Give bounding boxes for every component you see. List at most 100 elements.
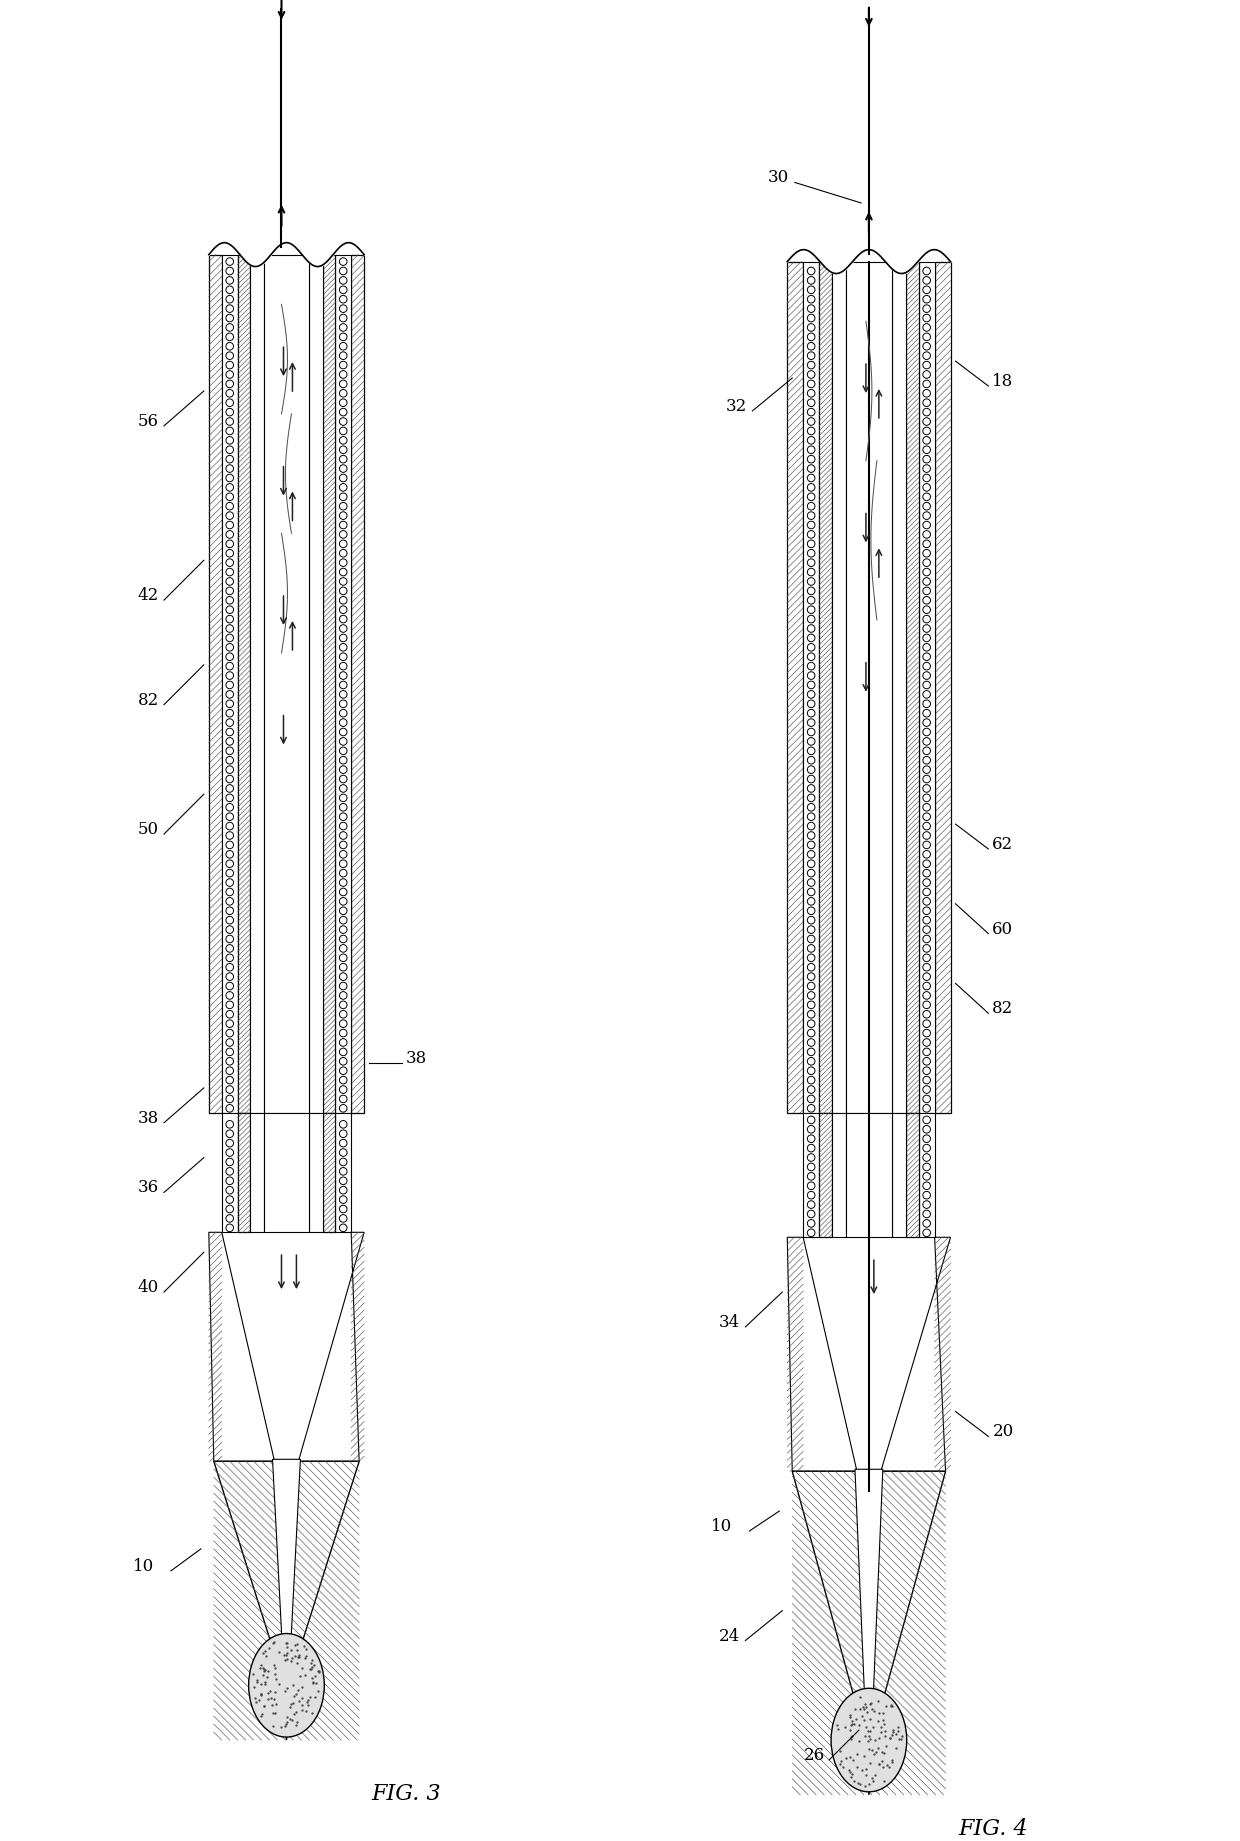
Circle shape <box>226 539 233 547</box>
Circle shape <box>923 663 930 670</box>
Circle shape <box>923 342 930 350</box>
Circle shape <box>340 963 347 970</box>
Bar <box>804 261 820 1112</box>
Circle shape <box>226 663 233 670</box>
Circle shape <box>923 587 930 595</box>
Circle shape <box>923 1173 930 1180</box>
Circle shape <box>340 418 347 425</box>
Circle shape <box>807 841 815 849</box>
Circle shape <box>340 530 347 538</box>
Circle shape <box>807 992 815 1000</box>
Circle shape <box>923 409 930 416</box>
Circle shape <box>807 851 815 858</box>
Circle shape <box>923 569 930 576</box>
Circle shape <box>226 1186 233 1195</box>
Circle shape <box>923 1086 930 1094</box>
Circle shape <box>807 1086 815 1094</box>
Circle shape <box>340 512 347 519</box>
Circle shape <box>923 681 930 689</box>
Circle shape <box>923 1011 930 1018</box>
Circle shape <box>226 530 233 538</box>
Circle shape <box>340 1215 347 1222</box>
Circle shape <box>226 1095 233 1103</box>
Circle shape <box>923 823 930 830</box>
Circle shape <box>340 926 347 933</box>
Text: 82: 82 <box>138 692 159 709</box>
Circle shape <box>340 898 347 906</box>
Circle shape <box>226 446 233 453</box>
Circle shape <box>226 917 233 924</box>
Circle shape <box>923 484 930 492</box>
Circle shape <box>226 1077 233 1084</box>
Text: 24: 24 <box>719 1627 740 1644</box>
Circle shape <box>807 352 815 359</box>
Circle shape <box>807 878 815 886</box>
Circle shape <box>226 1068 233 1075</box>
Circle shape <box>226 1206 233 1213</box>
Circle shape <box>226 475 233 482</box>
Text: 20: 20 <box>992 1423 1013 1440</box>
Text: 40: 40 <box>138 1279 159 1296</box>
Circle shape <box>807 399 815 407</box>
Circle shape <box>226 399 233 407</box>
Circle shape <box>807 700 815 707</box>
Circle shape <box>226 633 233 643</box>
Circle shape <box>340 569 347 576</box>
Circle shape <box>226 775 233 782</box>
Ellipse shape <box>831 1688 906 1791</box>
Circle shape <box>340 672 347 679</box>
Circle shape <box>923 700 930 707</box>
Circle shape <box>226 860 233 867</box>
Circle shape <box>807 887 815 897</box>
Circle shape <box>923 539 930 547</box>
Circle shape <box>923 1230 930 1237</box>
Text: 18: 18 <box>992 374 1013 390</box>
Circle shape <box>340 539 347 547</box>
Circle shape <box>923 530 930 538</box>
Circle shape <box>226 560 233 567</box>
Bar <box>351 254 365 1112</box>
Circle shape <box>807 917 815 924</box>
Circle shape <box>807 1134 815 1143</box>
Circle shape <box>807 1068 815 1075</box>
Text: 50: 50 <box>138 821 159 838</box>
Circle shape <box>340 587 347 595</box>
Circle shape <box>340 654 347 661</box>
Circle shape <box>807 569 815 576</box>
Circle shape <box>807 418 815 425</box>
Circle shape <box>807 1077 815 1084</box>
Text: FIG. 4: FIG. 4 <box>959 1817 1028 1839</box>
Bar <box>264 254 309 1112</box>
Circle shape <box>923 654 930 661</box>
Bar <box>238 254 249 1112</box>
Circle shape <box>226 503 233 510</box>
Circle shape <box>807 747 815 755</box>
Circle shape <box>923 361 930 368</box>
Circle shape <box>340 803 347 812</box>
Circle shape <box>807 285 815 293</box>
Circle shape <box>923 1105 930 1112</box>
Circle shape <box>340 729 347 736</box>
Circle shape <box>226 427 233 434</box>
Circle shape <box>923 324 930 331</box>
Circle shape <box>226 747 233 755</box>
Circle shape <box>340 295 347 304</box>
Circle shape <box>807 484 815 492</box>
Circle shape <box>226 709 233 716</box>
Circle shape <box>226 700 233 707</box>
Text: 38: 38 <box>138 1110 159 1127</box>
Circle shape <box>807 908 815 915</box>
Bar <box>892 261 905 1112</box>
Circle shape <box>807 793 815 801</box>
Circle shape <box>226 1149 233 1156</box>
Circle shape <box>923 718 930 727</box>
Circle shape <box>226 1011 233 1018</box>
Text: 30: 30 <box>768 169 862 203</box>
Circle shape <box>807 539 815 547</box>
Bar <box>832 261 846 1112</box>
Circle shape <box>226 578 233 585</box>
Circle shape <box>807 493 815 501</box>
Circle shape <box>226 1048 233 1055</box>
Circle shape <box>340 1167 347 1175</box>
Circle shape <box>923 578 930 585</box>
